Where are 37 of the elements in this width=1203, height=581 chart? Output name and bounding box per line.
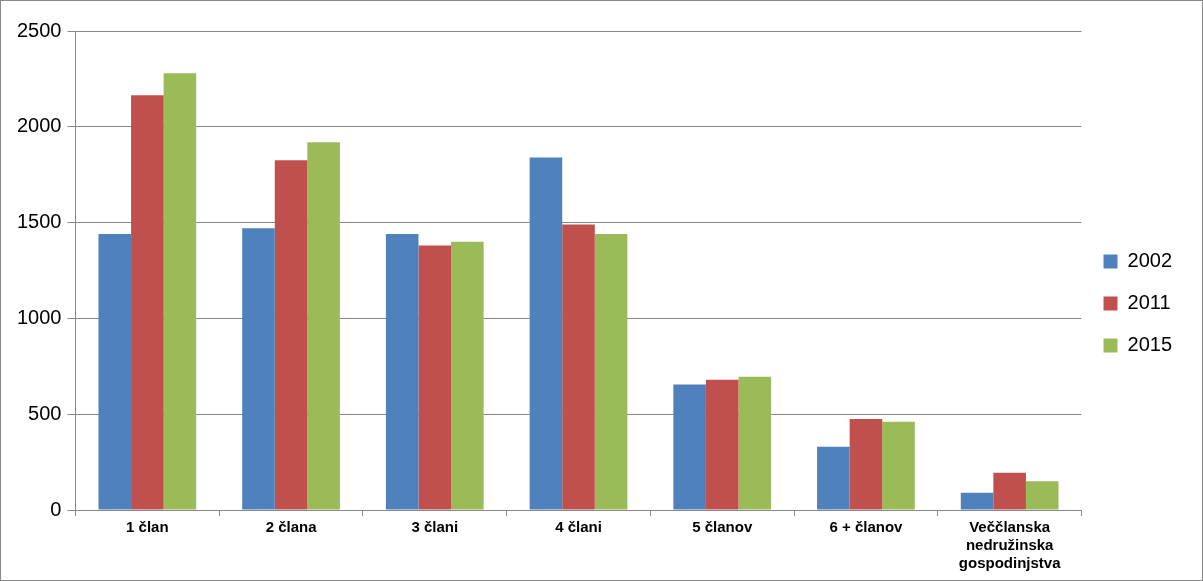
bar bbox=[274, 160, 308, 510]
y-tick-label: 1000 bbox=[16, 305, 62, 328]
x-tick-label: 3 člani bbox=[411, 518, 459, 536]
bar bbox=[673, 384, 706, 510]
y-tick-label: 2500 bbox=[16, 18, 62, 41]
bar bbox=[131, 95, 164, 510]
bar bbox=[451, 241, 484, 510]
bar bbox=[594, 234, 628, 510]
bar bbox=[993, 472, 1026, 510]
y-tick-label: 2000 bbox=[16, 114, 62, 137]
y-tick-label: 0 bbox=[50, 497, 62, 520]
bar bbox=[529, 157, 563, 510]
x-tick-label: Veččlanska nedružinska gospodinjstva bbox=[958, 518, 1062, 572]
x-tick-label: 6 + članov bbox=[829, 518, 904, 536]
bar bbox=[1025, 481, 1059, 510]
bar bbox=[960, 492, 994, 510]
y-tick-label: 500 bbox=[28, 401, 62, 424]
legend-label: 2002 bbox=[1127, 249, 1173, 272]
bar bbox=[562, 224, 595, 510]
legend-label: 2015 bbox=[1127, 333, 1173, 356]
y-tick-label: 1500 bbox=[16, 210, 62, 233]
x-tick-label: 5 članov bbox=[692, 518, 753, 536]
bar bbox=[705, 379, 739, 510]
bar bbox=[882, 421, 915, 510]
bar bbox=[738, 376, 772, 510]
bar bbox=[242, 228, 275, 510]
x-tick-label: 1 član bbox=[126, 518, 169, 536]
bar bbox=[385, 234, 419, 510]
bar bbox=[163, 73, 197, 510]
bar bbox=[418, 245, 452, 510]
bar bbox=[817, 446, 850, 510]
bar bbox=[849, 418, 883, 510]
legend-label: 2011 bbox=[1127, 291, 1171, 314]
bar bbox=[98, 234, 132, 510]
x-tick-label: 4 člani bbox=[555, 518, 602, 536]
x-tick-label: 2 člana bbox=[265, 518, 318, 536]
bar bbox=[307, 142, 340, 510]
